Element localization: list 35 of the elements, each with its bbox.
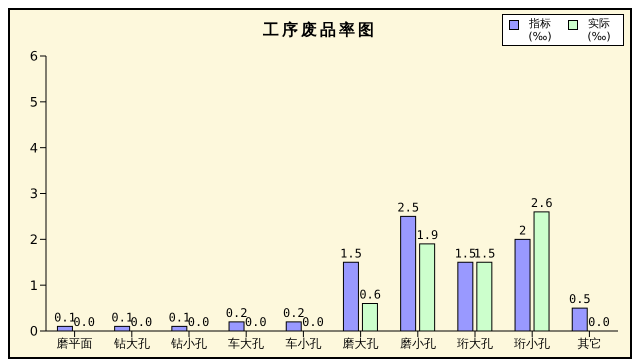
x-tick-label: 钻小孔 (170, 336, 207, 351)
x-tick-label: 钻大孔 (112, 336, 150, 351)
data-label: 0.0 (244, 315, 267, 329)
data-label: 2 (519, 223, 526, 238)
data-label: 2.6 (530, 196, 553, 210)
x-tick-label: 车小孔 (285, 336, 322, 351)
data-label: 0.0 (73, 315, 96, 329)
x-tick-label: 珩小孔 (514, 336, 550, 351)
y-tick-label: 6 (30, 50, 38, 65)
y-tick-label: 2 (30, 232, 38, 248)
legend-label: 实际 (‰) (586, 17, 612, 43)
data-label: 1.5 (340, 246, 362, 260)
y-tick-label: 0 (30, 324, 38, 340)
y-tick-label: 3 (30, 187, 38, 202)
data-label: 1.5 (454, 246, 476, 260)
data-label: 0.0 (588, 315, 610, 329)
x-tick-label: 磨平面 (56, 336, 93, 351)
data-label: 0.0 (188, 315, 210, 329)
chart-title: 工序废品率图 (263, 20, 377, 39)
x-tick-label: 珩大孔 (457, 336, 493, 351)
y-tick-label: 5 (30, 95, 38, 110)
data-label: 2.5 (397, 200, 420, 214)
legend-label: 指标 (‰) (527, 17, 553, 43)
y-tick-label: 4 (30, 141, 38, 156)
data-label: 0.0 (130, 315, 152, 329)
data-label: 0.0 (302, 315, 324, 329)
x-tick-label: 其它 (577, 336, 602, 351)
y-tick-label: 1 (30, 278, 38, 294)
x-tick-label: 磨小孔 (400, 336, 436, 351)
x-tick-label: 车大孔 (228, 336, 264, 351)
x-tick-label: 磨大孔 (342, 336, 379, 351)
data-label: 0.6 (359, 288, 382, 302)
data-label: 1.5 (474, 246, 496, 260)
data-label: 0.5 (568, 292, 591, 306)
data-label: 1.9 (416, 228, 438, 242)
